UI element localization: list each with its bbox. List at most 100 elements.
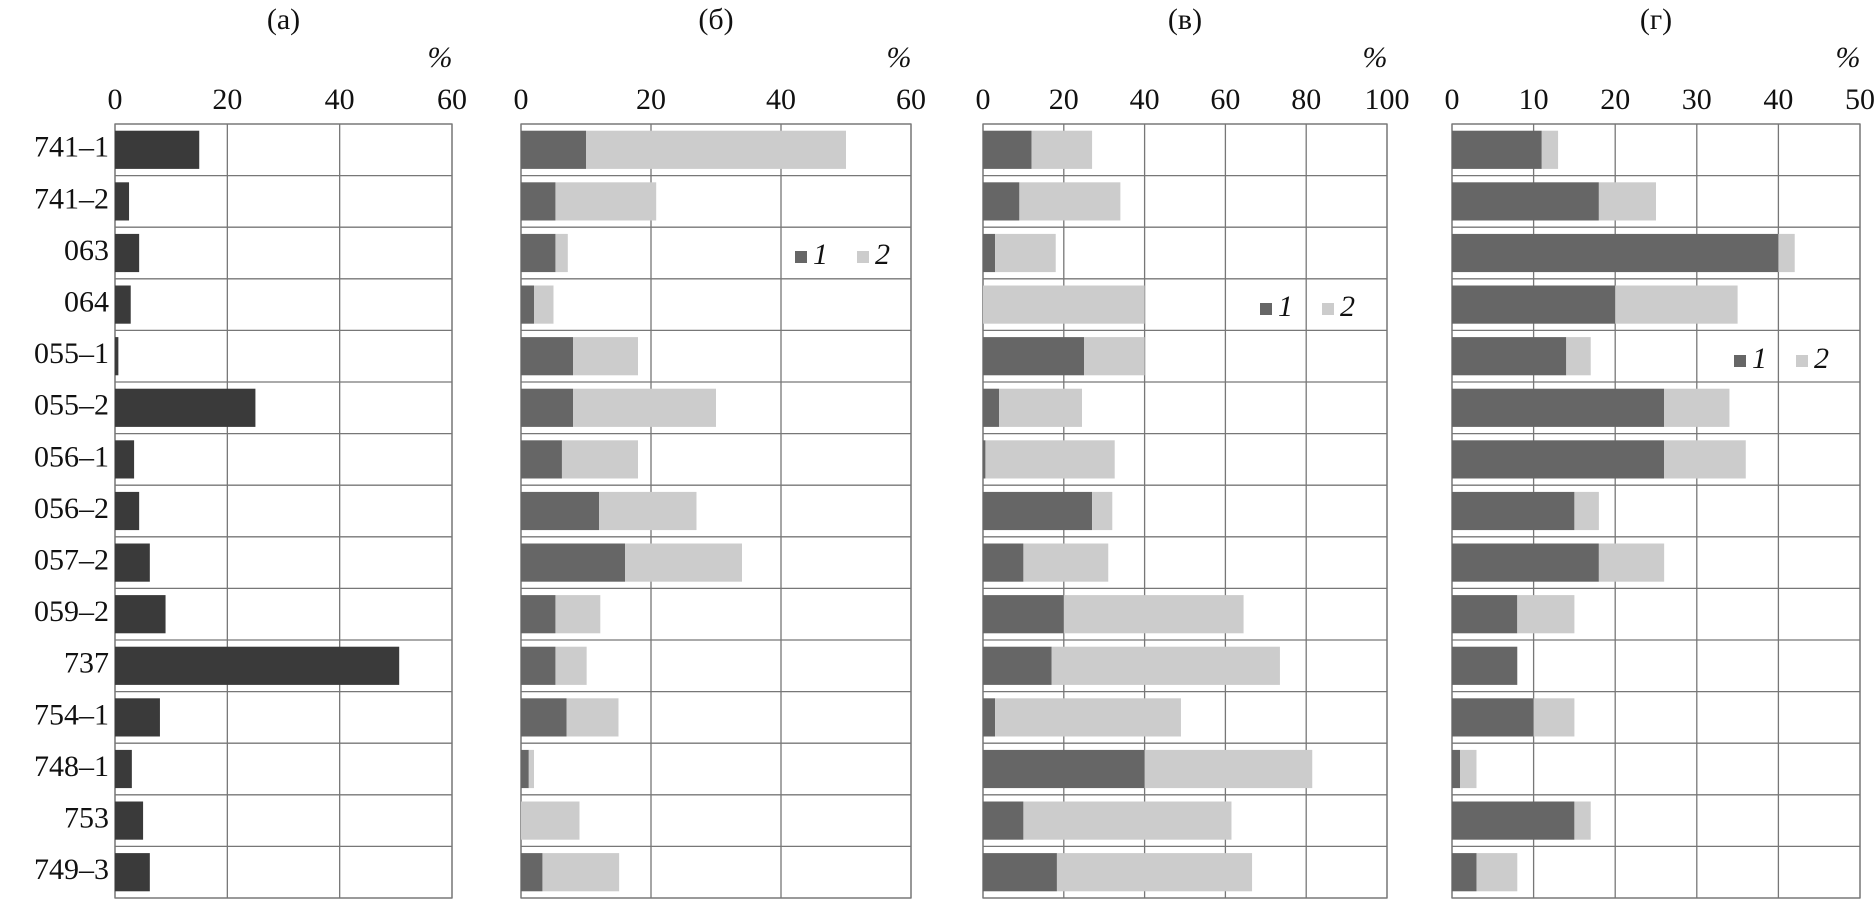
bar-segment [995, 233, 1056, 273]
bar-segment [555, 646, 587, 685]
bar [115, 337, 119, 376]
bar-segment [983, 853, 1057, 892]
bar-segment [983, 801, 1024, 840]
bar-segment [983, 337, 1084, 376]
legend-swatch [1260, 303, 1272, 315]
bar-segment [985, 440, 1115, 479]
bar [115, 233, 140, 273]
plot-frame [114, 123, 453, 899]
legend-label: 2 [875, 238, 890, 271]
bar-segment [1019, 182, 1121, 221]
bar-segment [1452, 595, 1518, 634]
bar-segment [983, 182, 1020, 221]
y-tick-label: 057–2 [34, 543, 109, 576]
y-tick-label: 059–2 [34, 595, 109, 628]
x-tick-label: 0 [108, 83, 123, 116]
bar [115, 440, 135, 479]
y-tick-label: 055–2 [34, 389, 109, 422]
y-tick-label: 064 [64, 285, 109, 318]
bar-segment [1598, 182, 1656, 221]
bar-segment [983, 543, 1024, 582]
bar-segment [1533, 698, 1575, 737]
bar-segment [555, 182, 657, 221]
y-tick-label: 056–1 [34, 440, 109, 473]
bars [983, 130, 1313, 892]
bar-segment [1452, 388, 1665, 427]
bar-segment [983, 698, 996, 737]
bar-segment [983, 440, 986, 479]
legend-swatch [1734, 355, 1746, 367]
bar-segment [1031, 130, 1093, 169]
bar-segment [521, 491, 599, 531]
x-tick-label: 40 [1763, 83, 1793, 116]
bar-segment [555, 595, 601, 634]
bar-segment [1092, 491, 1113, 531]
bar [115, 388, 256, 427]
bar-segment [573, 337, 638, 376]
bar-segment [999, 388, 1082, 427]
bar-segment [521, 543, 625, 582]
bar-segment [983, 491, 1093, 531]
bar [115, 285, 131, 324]
y-tick-label: 056–2 [34, 492, 109, 525]
bar-segment [1452, 337, 1567, 376]
bar-segment [1452, 182, 1599, 221]
bar [115, 646, 400, 685]
x-tick-label: 0 [514, 83, 529, 116]
x-tick-label: 20 [1600, 83, 1630, 116]
bar-segment [1452, 130, 1542, 169]
x-tick-label: 40 [1130, 83, 1160, 116]
bar-segment [534, 285, 554, 324]
bar-segment [1452, 440, 1665, 479]
bar [115, 698, 160, 737]
bar-segment [1517, 595, 1575, 634]
legend-label: 1 [1278, 290, 1293, 323]
y-tick-label: 754–1 [34, 698, 109, 731]
x-tick-label: 60 [437, 83, 467, 116]
bar-segment [983, 749, 1145, 789]
bar-segment [521, 595, 556, 634]
bar [115, 491, 140, 531]
bar-segment [521, 698, 567, 737]
bar-segment [983, 646, 1052, 685]
bar-segment [1452, 233, 1779, 273]
bar-segment [983, 595, 1064, 634]
axis-unit: % [1836, 41, 1861, 74]
legend-swatch [1796, 355, 1808, 367]
bar-segment [561, 440, 638, 479]
y-tick-label: 748–1 [34, 750, 109, 783]
legend-label: 1 [1752, 342, 1767, 375]
bar-segment [1452, 853, 1477, 892]
bar-segment [542, 853, 620, 892]
x-tick-label: 40 [766, 83, 796, 116]
bar-segment [521, 337, 573, 376]
x-tick-label: 60 [1210, 83, 1240, 116]
bar-segment [1063, 595, 1244, 634]
bar-segment [1460, 749, 1477, 789]
bar-segment [521, 130, 586, 169]
y-tick-label: 063 [64, 234, 109, 267]
bar-segment [625, 543, 742, 582]
bar-segment [1452, 801, 1575, 840]
x-tick-label: 40 [325, 83, 355, 116]
x-tick-label: 0 [976, 83, 991, 116]
bar-segment [1778, 233, 1795, 273]
bar-segment [1452, 749, 1461, 789]
bar-segment [599, 491, 697, 531]
bar-segment [1023, 543, 1109, 582]
bar-segment [521, 440, 562, 479]
bar-segment [983, 285, 1145, 324]
panel-title: (а) [267, 3, 300, 36]
y-tick-label: 753 [64, 801, 109, 834]
bar-segment [521, 388, 573, 427]
x-tick-label: 20 [212, 83, 242, 116]
bar-segment [1452, 646, 1518, 685]
bar-segment [1664, 440, 1746, 479]
bar-segment [1051, 646, 1280, 685]
legend-swatch [857, 251, 869, 263]
bar-segment [1144, 749, 1313, 789]
bar-segment [983, 233, 996, 273]
x-tick-label: 100 [1365, 83, 1410, 116]
bar-segment [1084, 337, 1145, 376]
